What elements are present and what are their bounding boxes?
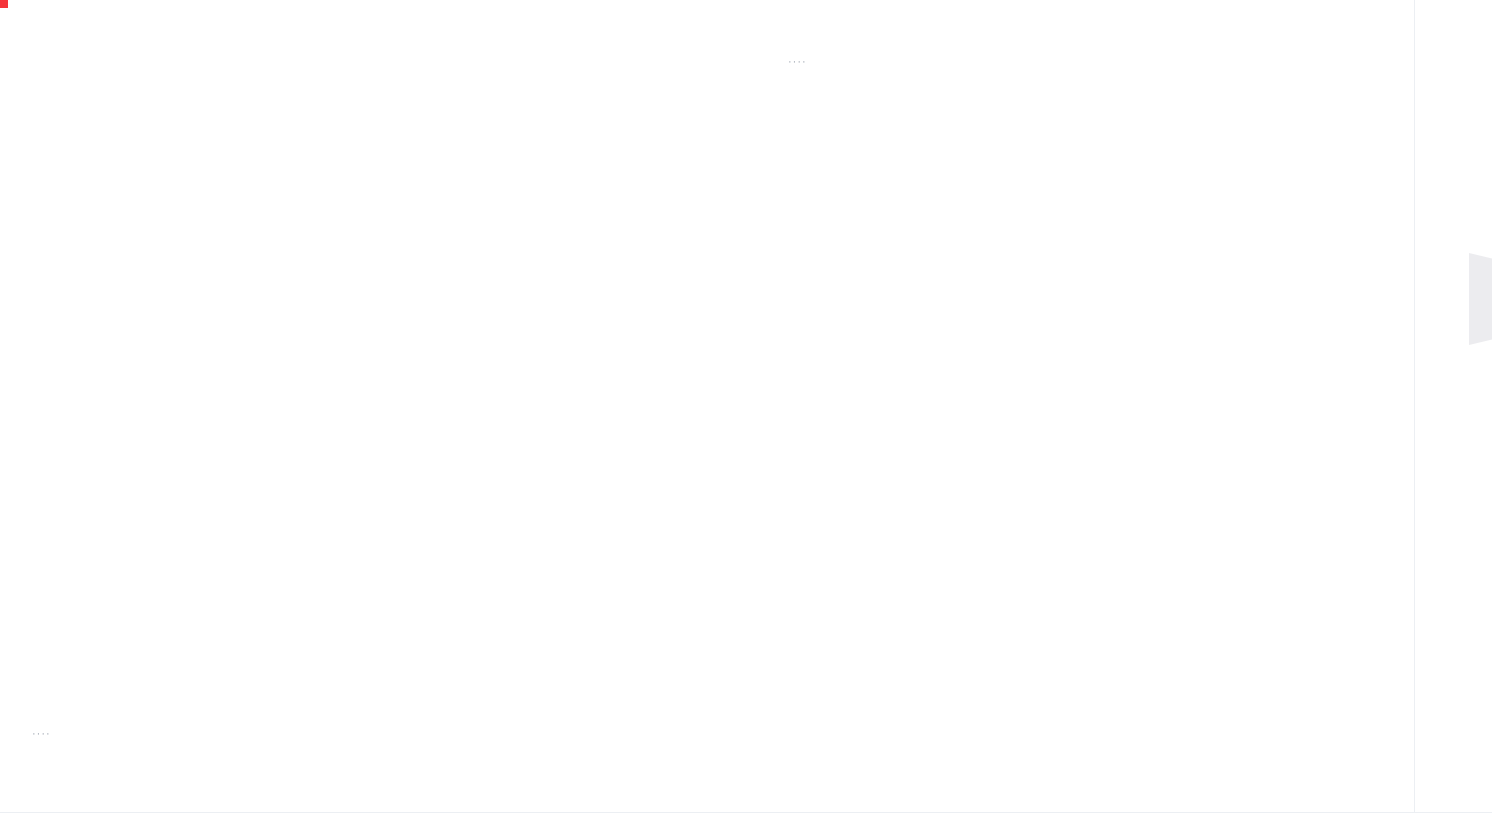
low-price-annotation: ···· [32, 726, 51, 744]
price-axis[interactable] [1414, 0, 1492, 812]
expand-panel-button[interactable] [1469, 253, 1492, 345]
candlestick-svg [0, 0, 1414, 812]
price-plot-area[interactable] [0, 0, 1414, 812]
high-price-annotation: ···· [788, 54, 807, 72]
leader-dots-low: ···· [32, 728, 51, 740]
time-axis-strip[interactable] [0, 812, 1492, 827]
leader-dots-high: ···· [788, 56, 807, 68]
